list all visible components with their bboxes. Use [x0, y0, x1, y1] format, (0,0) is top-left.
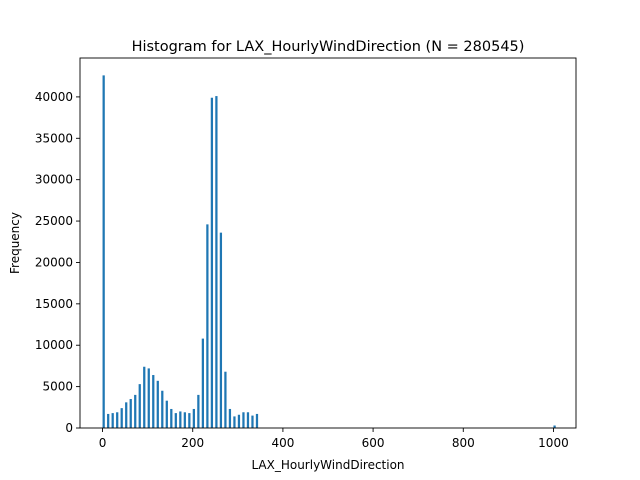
histogram-bar [206, 224, 209, 428]
y-axis-label: Frequency [8, 212, 22, 274]
histogram-bar [138, 384, 141, 428]
x-tick-label: 400 [271, 436, 294, 450]
histogram-bar [179, 411, 182, 428]
y-tick-label: 25000 [35, 214, 73, 228]
histogram-bar [102, 75, 105, 428]
bars-group [102, 75, 556, 429]
histogram-bar [120, 408, 123, 428]
y-tick-label: 40000 [35, 90, 73, 104]
x-axis-label: LAX_HourlyWindDirection [251, 458, 404, 472]
histogram-bar [246, 412, 250, 428]
chart-title: Histogram for LAX_HourlyWindDirection (N… [132, 39, 525, 55]
y-tick-label: 0 [65, 421, 73, 435]
histogram-bar [170, 408, 173, 428]
x-axis-ticks: 0 200 400 600 800 1000 [99, 428, 569, 450]
y-axis-ticks: 0 5000 10000 15000 20000 25000 30000 35000 40000 [35, 90, 80, 435]
y-tick-label: 35000 [35, 131, 73, 145]
x-tick-label: 0 [99, 436, 107, 450]
histogram-bar [251, 415, 254, 428]
histogram-bar [242, 412, 245, 428]
histogram-bar [116, 412, 119, 428]
histogram-bar [192, 408, 195, 428]
histogram-bar [210, 97, 214, 429]
histogram-bar [197, 394, 200, 428]
histogram-bar [255, 413, 259, 428]
histogram-bar [143, 366, 146, 428]
histogram-bar [553, 425, 556, 428]
y-tick-label: 5000 [42, 380, 73, 394]
histogram-bar [237, 414, 241, 428]
histogram-bar [174, 413, 177, 428]
histogram-bar [215, 96, 218, 429]
x-tick-label: 600 [362, 436, 385, 450]
histogram-bar [129, 399, 132, 428]
y-tick-label: 15000 [35, 297, 73, 311]
x-tick-label: 1000 [538, 436, 569, 450]
histogram-bar [219, 232, 223, 428]
histogram-bar [183, 412, 186, 428]
histogram-bar [111, 413, 114, 428]
x-tick-label: 200 [181, 436, 204, 450]
histogram-bar [224, 371, 227, 428]
histogram-bar [125, 402, 128, 428]
y-tick-label: 30000 [35, 173, 73, 187]
histogram-bar [147, 368, 150, 428]
y-tick-label: 10000 [35, 338, 73, 352]
histogram-bar [161, 390, 164, 428]
x-tick-label: 800 [452, 436, 475, 450]
axes-frame [79, 57, 577, 429]
y-tick-label: 20000 [35, 255, 73, 269]
histogram-bar [228, 408, 232, 428]
histogram-bar [152, 375, 155, 428]
histogram-bar [188, 413, 191, 428]
histogram-bar [156, 380, 159, 428]
histogram-bar [134, 394, 137, 428]
histogram-bar [201, 338, 204, 428]
histogram-bar [165, 400, 168, 428]
histogram-bar [233, 416, 236, 428]
histogram-bar [107, 413, 110, 428]
